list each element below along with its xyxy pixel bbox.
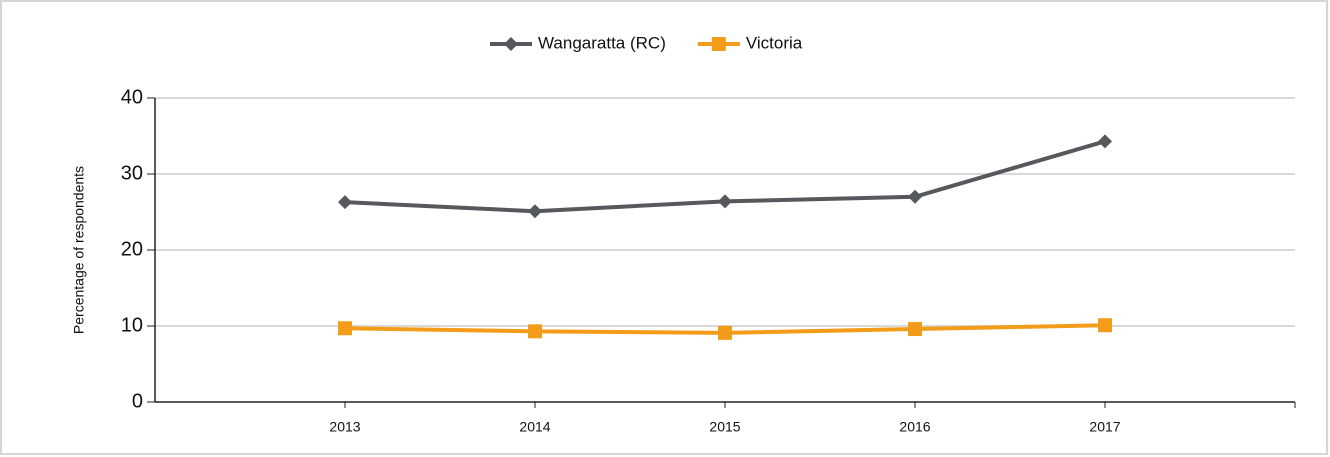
- marker: [1098, 134, 1112, 149]
- x-tick-label: 2016: [899, 419, 930, 435]
- marker: [504, 37, 518, 51]
- marker: [528, 204, 542, 219]
- marker: [718, 325, 732, 340]
- x-tick-label: 2015: [709, 419, 740, 435]
- x-tick-label: 2017: [1089, 419, 1120, 435]
- marker: [1098, 318, 1112, 333]
- y-tick-label: 40: [121, 86, 143, 108]
- marker: [338, 195, 352, 210]
- y-tick-label: 20: [121, 238, 143, 260]
- y-tick-label: 30: [121, 162, 143, 184]
- marker: [718, 194, 732, 209]
- marker: [908, 189, 922, 204]
- legend-label: Wangaratta (RC): [538, 33, 666, 52]
- marker: [711, 37, 726, 51]
- x-tick-label: 2013: [329, 419, 360, 435]
- marker: [528, 324, 542, 339]
- marker: [908, 322, 922, 337]
- y-tick-label: 0: [132, 390, 143, 412]
- y-tick-label: 10: [121, 314, 143, 336]
- marker: [338, 321, 352, 336]
- legend-label: Victoria: [746, 33, 803, 52]
- y-axis-label: Percentage of respondents: [71, 166, 87, 334]
- x-tick-label: 2014: [519, 419, 550, 435]
